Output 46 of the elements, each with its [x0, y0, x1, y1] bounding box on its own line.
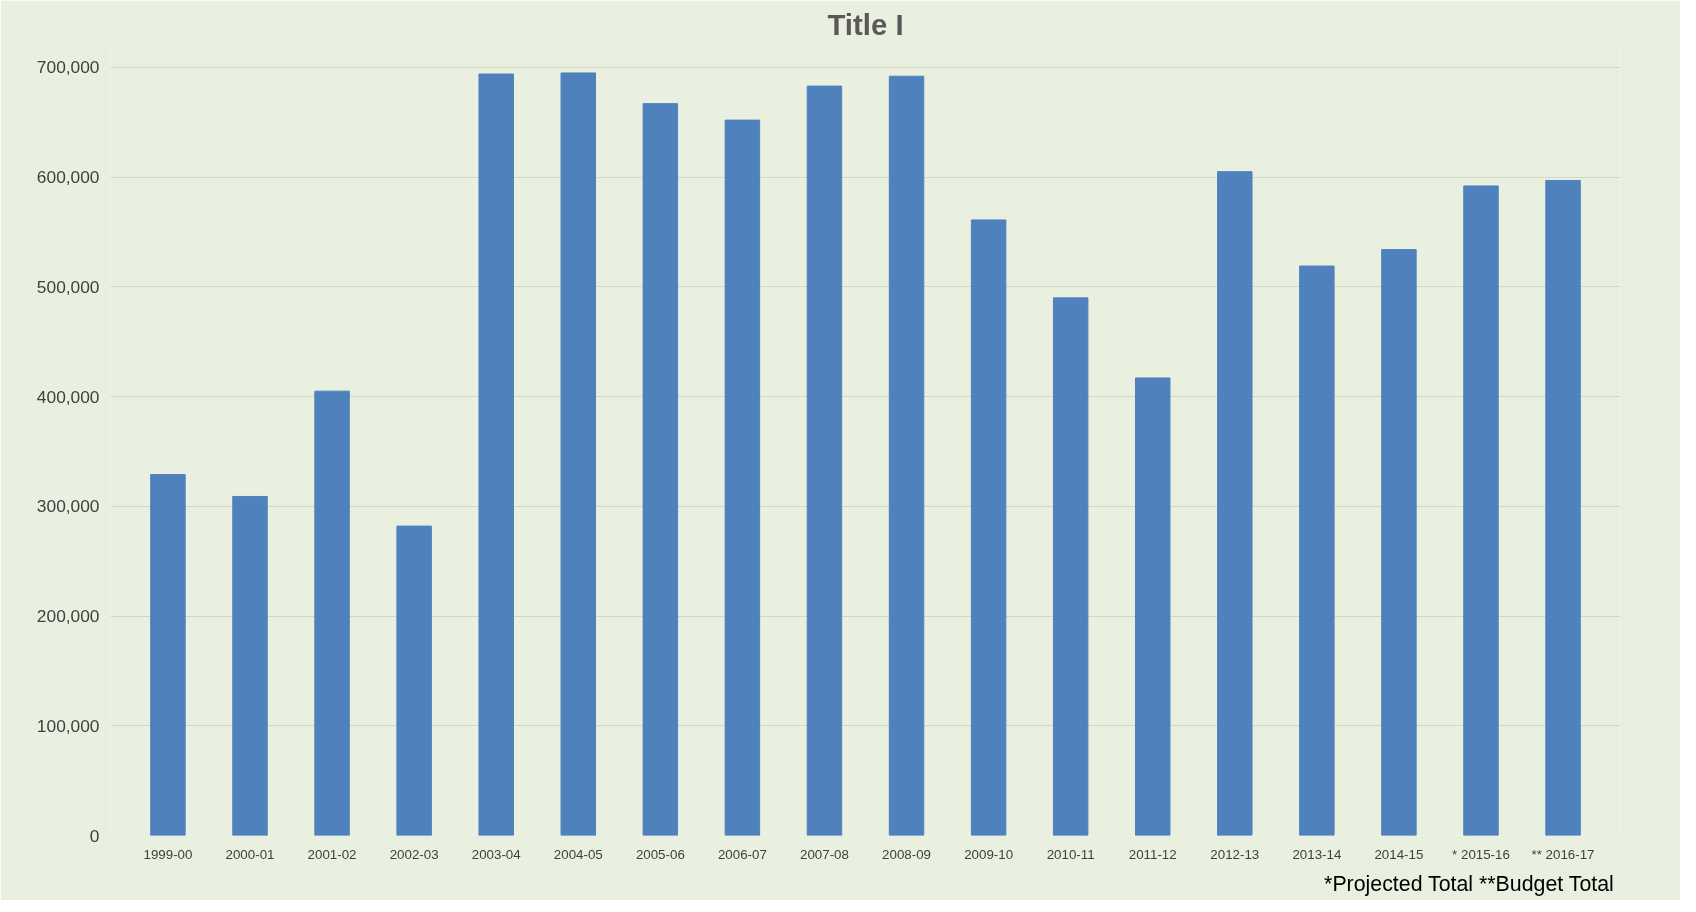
x-tick-label: 2004-05 — [553, 846, 603, 862]
bar — [806, 85, 843, 836]
bar — [1052, 297, 1089, 836]
x-tick-label: 2006-07 — [717, 846, 767, 862]
x-tick-label: 2003-04 — [471, 846, 522, 862]
bar — [1463, 185, 1499, 836]
x-tick-label: 2007-08 — [800, 846, 849, 862]
x-tick-label: 2014-15 — [1374, 846, 1424, 862]
x-tick-label: 2002-03 — [389, 846, 439, 862]
y-tick-label: 600,000 — [36, 167, 100, 188]
bar — [642, 103, 679, 836]
bar — [560, 72, 597, 836]
x-tick-label: 2011-12 — [1128, 846, 1177, 862]
x-tick-label: 2010-11 — [1046, 846, 1095, 862]
y-tick-label: 400,000 — [36, 386, 100, 407]
bar — [314, 390, 350, 836]
x-tick-label: 2001-02 — [307, 846, 357, 862]
y-tick-label: 100,000 — [36, 715, 100, 736]
bar — [888, 75, 925, 836]
x-tick-label: 2013-14 — [1292, 846, 1342, 862]
y-tick-label: 0 — [89, 825, 100, 846]
x-tick-label: * 2015-16 — [1452, 846, 1510, 862]
bar — [1299, 265, 1335, 836]
y-tick-label: 200,000 — [36, 606, 100, 627]
bar — [232, 495, 268, 836]
x-tick-label: 2005-06 — [635, 846, 685, 862]
bar — [1217, 171, 1253, 836]
y-tick-label: 500,000 — [36, 276, 100, 297]
text: *Projected Total **Budget Total — [1324, 871, 1614, 896]
bar — [396, 525, 432, 836]
bar — [150, 474, 186, 836]
y-tick-label: 300,000 — [36, 496, 100, 517]
bar — [1545, 179, 1581, 836]
x-tick-label: 2008-09 — [882, 846, 931, 862]
x-tick-label: 2009-10 — [964, 846, 1014, 862]
bar — [724, 119, 761, 836]
y-tick-label: 700,000 — [36, 57, 100, 78]
bar — [478, 73, 514, 836]
x-tick-label: 1999-00 — [143, 846, 193, 862]
bar — [970, 219, 1007, 836]
x-tick-label: 2012-13 — [1210, 846, 1260, 862]
x-tick-label: 2000-01 — [225, 846, 275, 862]
x-tick-label: ** 2016-17 — [1531, 846, 1595, 862]
bar — [1381, 249, 1417, 836]
bar — [1134, 377, 1171, 836]
chart-title: Title I — [827, 7, 904, 41]
